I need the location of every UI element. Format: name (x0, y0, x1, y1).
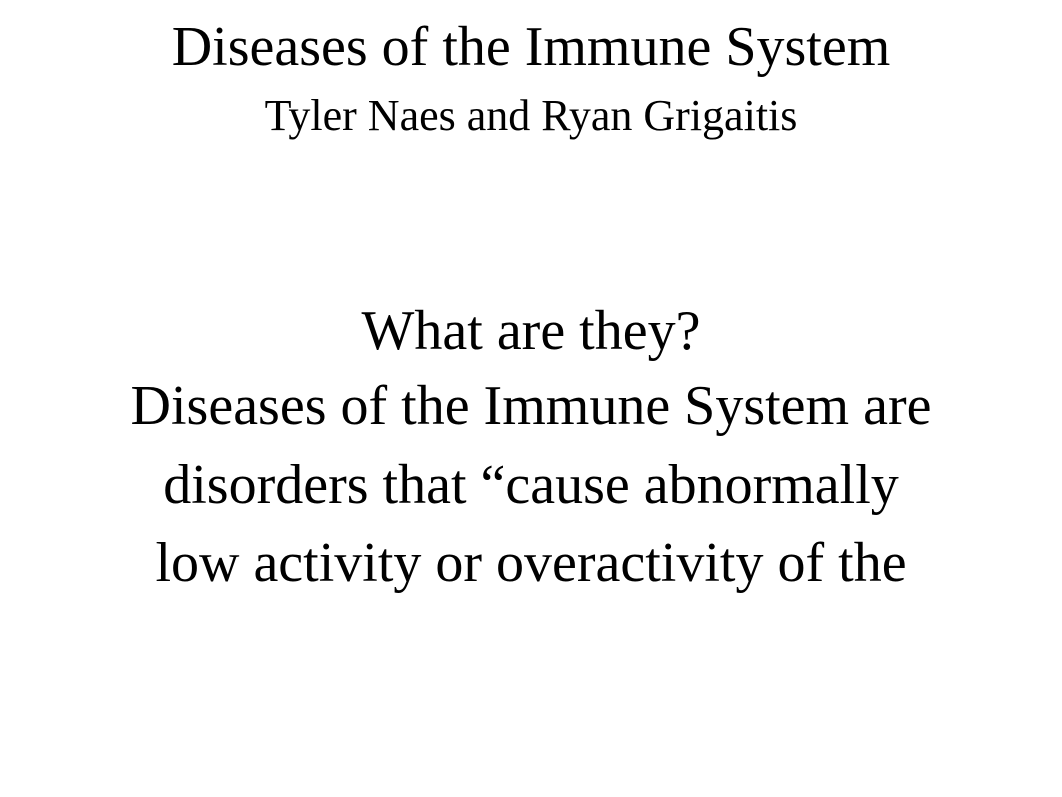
document-authors: Tyler Naes and Ryan Grigaitis (265, 90, 798, 141)
document-page: Diseases of the Immune System Tyler Naes… (0, 0, 1062, 797)
section-heading: What are they? (362, 299, 701, 363)
body-paragraph: Diseases of the Immune System are disord… (121, 367, 941, 602)
document-title: Diseases of the Immune System (172, 8, 891, 86)
